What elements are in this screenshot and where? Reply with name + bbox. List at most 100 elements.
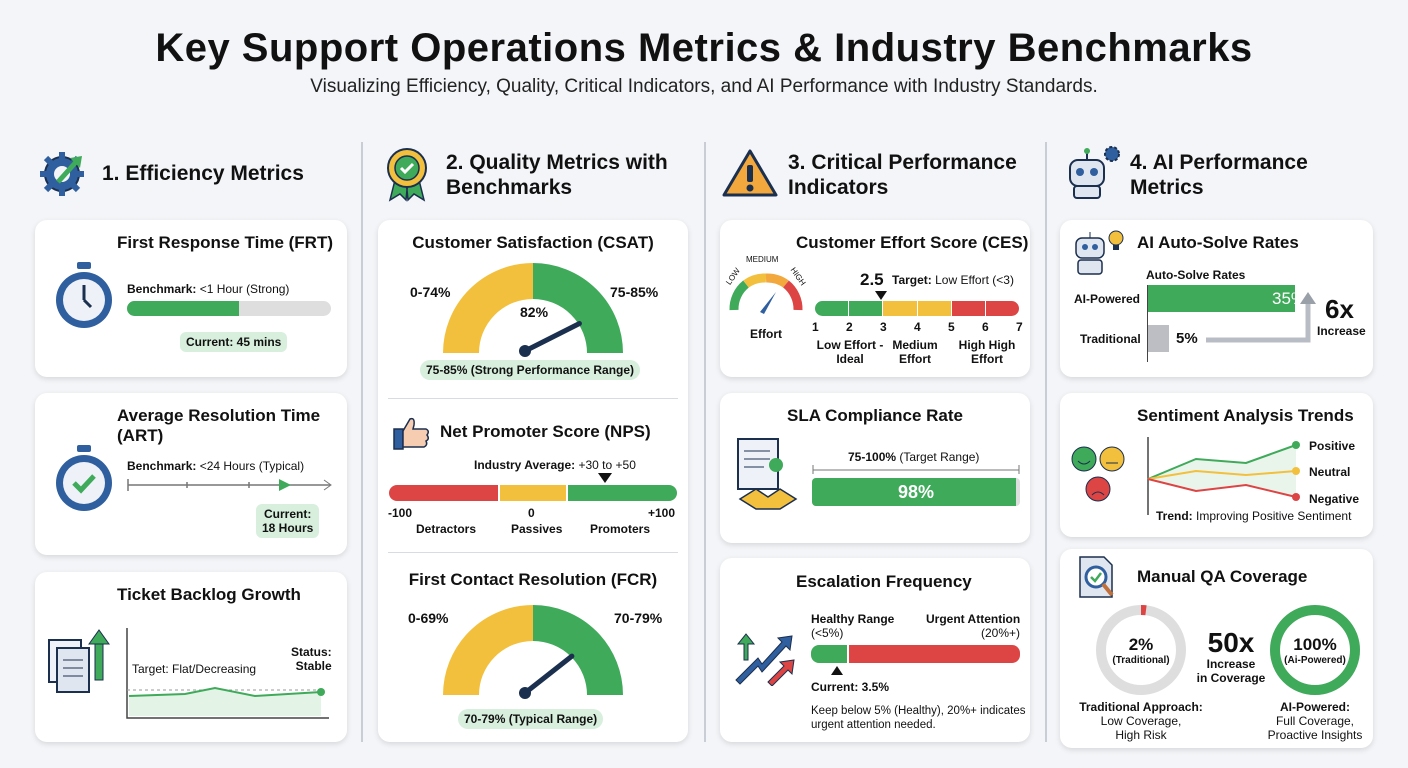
art-title: Average Resolution Time (ART) (117, 406, 321, 445)
escalation-note: Keep below 5% (Healthy), 20%+ indicates … (811, 705, 1026, 731)
frt-progress-bar (127, 301, 331, 316)
bar-ai-powered (1148, 285, 1295, 312)
healthy-range-label: Healthy Range (<5%) (811, 612, 895, 640)
ai-label: (Ai-Powered) (1284, 655, 1346, 666)
gauge-caption: Effort (750, 327, 782, 341)
documents-arrow-icon (48, 629, 110, 693)
ces-scale-bar (815, 301, 1019, 316)
backlog-target: Target: Flat/Decreasing (132, 662, 257, 676)
bar-label: Traditional (1080, 332, 1141, 346)
line-neutral (1147, 469, 1297, 480)
divider (388, 552, 678, 553)
bar-label: AI-Powered (1074, 292, 1141, 306)
frt-benchmark: Benchmark: <1 Hour (Strong) (127, 282, 290, 296)
bar-value: 35% (1272, 289, 1307, 308)
csat-right-label: 75-85% (610, 284, 659, 300)
gauge-high-band (532, 605, 623, 696)
nps-segment-label: Passives (511, 522, 563, 536)
nps-tick: -100 (388, 506, 413, 520)
traditional-caption: Traditional Approach: Low Coverage, High R… (1079, 700, 1203, 742)
line-negative (1147, 478, 1297, 498)
robot-gear-icon (1069, 146, 1120, 199)
gauge-hub (519, 345, 531, 357)
nps-tick: +100 (648, 506, 676, 520)
qa-multiplier-label: Increase in Coverage (1196, 657, 1266, 685)
csat-value: 82% (520, 304, 549, 320)
fcr-left-label: 0-69% (408, 610, 449, 626)
bar-traditional (1148, 325, 1169, 352)
robot-lightbulb-icon (1075, 230, 1124, 275)
frt-current: Current: 45 mins (180, 332, 288, 352)
art-benchmark: Benchmark: <24 Hours (Typical) (127, 459, 305, 473)
legend-positive: Positive (1309, 439, 1356, 453)
escalation-title: Escalation Frequency (796, 572, 972, 591)
gauge-label: MEDIUM (746, 255, 779, 264)
qa-card: Manual QA Coverage 2% (Traditional) 50x … (1060, 549, 1373, 748)
ces-card: Customer Effort Score (CES) LOW MEDIUM H… (720, 220, 1030, 377)
frt-card: First Response Time (FRT) Benchmark: <1 … (35, 220, 347, 377)
nps-segment-label: Detractors (416, 522, 477, 536)
legend-negative: Negative (1309, 492, 1360, 506)
backlog-status: Status: Stable (291, 645, 332, 673)
nps-tick: 0 (528, 506, 535, 520)
quality-card: Customer Satisfaction (CSAT) 0-74% 75-85… (378, 220, 688, 742)
ces-value: 2.5 (860, 270, 884, 289)
trend-arrows-icon (735, 633, 795, 686)
axis (1147, 285, 1148, 362)
escalation-scale-bar (811, 645, 1020, 663)
gauge-needle (522, 653, 575, 696)
csat-title: Customer Satisfaction (CSAT) (412, 233, 654, 252)
sentiment-trend: Trend: Improving Positive Sentiment (1156, 509, 1352, 523)
nps-title: Net Promoter Score (NPS) (440, 422, 651, 441)
qa-title: Manual QA Coverage (1137, 567, 1308, 586)
ring-fill (1096, 605, 1186, 695)
column-divider (704, 142, 706, 742)
urgent-attention-label: Urgent Attention (20%+) (926, 612, 1021, 640)
bar-value: 5% (1176, 330, 1198, 347)
nps-segment-label: Promoters (590, 522, 651, 536)
backlog-title: Ticket Backlog Growth (117, 585, 301, 604)
ces-band-label: High High Effort (958, 338, 1016, 366)
stopwatch-icon (56, 262, 112, 328)
sla-progress-bar (812, 478, 1020, 506)
emoji-faces-icon (1071, 446, 1125, 502)
ces-target: Target: Low Effort (<3) (892, 273, 1014, 287)
qa-multiplier: 50x (1207, 627, 1255, 658)
divider (388, 398, 678, 399)
ces-tick: 7 (1016, 320, 1023, 334)
increase-arrow (1206, 292, 1316, 343)
sentiment-line-chart (1147, 437, 1300, 515)
document-magnifier-icon (1079, 556, 1114, 598)
nps-industry-average: Industry Average: +30 to +50 (474, 458, 636, 472)
autosolve-card: AI Auto-Solve Rates Auto-Solve Rates AI-… (1060, 220, 1373, 377)
marker-triangle (598, 473, 612, 483)
traditional-value: 2% (1128, 635, 1154, 654)
ces-tick: 1 (812, 320, 819, 334)
nps-scale-bar (389, 485, 677, 501)
gauge-high-band (532, 263, 623, 354)
line-positive-endpoint (1292, 441, 1300, 449)
autosolve-chart-title: Auto-Solve Rates (1146, 268, 1246, 282)
page-title: Key Support Operations Metrics & Industr… (155, 26, 1253, 70)
csat-gauge (443, 263, 623, 357)
ces-band-label: Low Effort - Ideal (816, 338, 884, 366)
area-fill (1148, 445, 1296, 497)
award-ribbon-icon (387, 148, 427, 202)
legend-neutral: Neutral (1309, 465, 1351, 479)
gauge-low-band (443, 605, 534, 696)
frt-title: First Response Time (FRT) (117, 233, 333, 252)
document-handshake-icon (737, 438, 798, 510)
sentiment-card: Sentiment Analysis Trends Positive Neutr… (1060, 393, 1373, 537)
sla-card: SLA Compliance Rate 75-100% (Target Rang… (720, 393, 1030, 543)
section-title-ai: 4. AI Performance Metrics (1130, 151, 1308, 199)
section-title-critical: 3. Critical Performance Indicators (788, 151, 1017, 199)
sla-value: 98% (897, 482, 935, 502)
ring-fill (1270, 605, 1360, 695)
csat-range: 75-85% (Strong Performance Range) (420, 360, 641, 380)
fcr-range: 70-79% (Typical Range) (458, 709, 604, 729)
section-title-efficiency: 1. Efficiency Metrics (102, 162, 304, 185)
traditional-label: (Traditional) (1112, 655, 1170, 666)
gear-arrow-icon (40, 152, 84, 196)
line-negative-endpoint (1292, 493, 1300, 501)
marker-triangle (831, 666, 843, 675)
